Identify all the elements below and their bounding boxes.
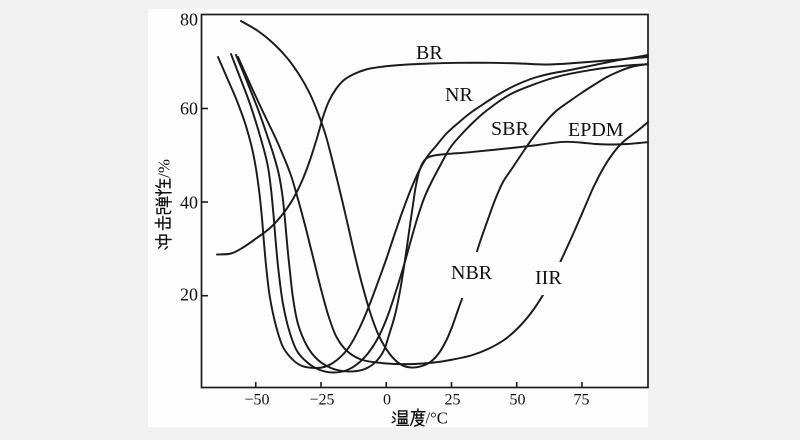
svg-text:−25: −25 [309, 392, 334, 409]
svg-text:BR: BR [416, 42, 443, 64]
svg-text:IIR: IIR [535, 267, 562, 289]
svg-text:80: 80 [180, 10, 198, 30]
svg-text:−50: −50 [244, 392, 269, 409]
svg-text:NBR: NBR [451, 262, 493, 284]
svg-text:75: 75 [574, 392, 590, 409]
svg-text:60: 60 [180, 99, 198, 119]
svg-text:/%: /% [154, 159, 173, 178]
svg-text:40: 40 [180, 193, 198, 213]
svg-text:/°C: /°C [426, 409, 448, 428]
svg-text:EPDM: EPDM [568, 119, 624, 141]
svg-text:20: 20 [180, 285, 198, 305]
svg-text:25: 25 [445, 392, 461, 409]
svg-text:50: 50 [510, 392, 526, 409]
svg-text:SBR: SBR [491, 118, 529, 140]
svg-text:0: 0 [383, 392, 391, 409]
svg-text:NR: NR [445, 84, 473, 106]
